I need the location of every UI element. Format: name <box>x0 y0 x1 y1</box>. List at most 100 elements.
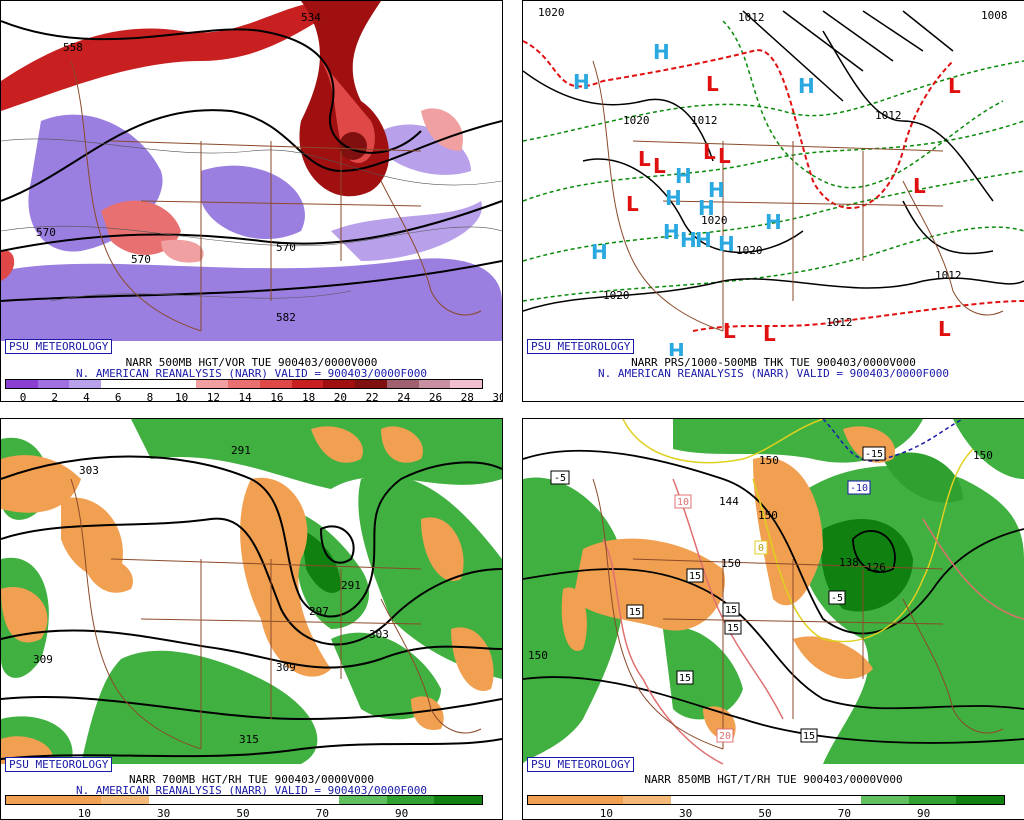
temp-box: 20 <box>716 728 734 743</box>
low-pressure-marker: L <box>638 147 651 171</box>
colorbar-swatch <box>243 796 292 804</box>
temperature-label: 0 <box>758 543 764 554</box>
temperature-label: 15 <box>629 607 641 618</box>
colorbar-swatch <box>861 796 909 804</box>
colorbar-swatch <box>434 796 482 804</box>
colorbar-tick-label: 30 <box>157 807 171 820</box>
high-pressure-marker: H <box>675 164 692 188</box>
colorbar-swatch <box>101 380 133 388</box>
temperature-label: 15 <box>803 731 815 742</box>
low-pressure-marker: L <box>723 319 736 343</box>
temp-box: -5 <box>828 590 846 605</box>
colorbar-swatch <box>6 796 54 804</box>
rh-colorbar <box>5 795 483 805</box>
colorbar-tick-label: 10 <box>599 807 613 820</box>
temperature-label: 15 <box>689 571 701 582</box>
rh-colorbar <box>527 795 1005 805</box>
colorbar-swatch <box>956 796 1004 804</box>
isobar-label: 1020 <box>701 214 728 227</box>
colorbar-tick-label: 70 <box>315 807 329 820</box>
colorbar-swatch <box>69 380 102 388</box>
isobar-label: 1020 <box>538 6 565 19</box>
panel-caption: NARR 850MB HGT/T/RH TUE 900403/0000V000 <box>644 773 903 786</box>
colorbar-tick-label: 22 <box>365 391 379 402</box>
colorbar-tick-label: 90 <box>395 807 409 820</box>
colorbar-swatch <box>132 380 165 388</box>
contour-label: 303 <box>79 464 99 477</box>
pressure-map: 1020 1012 1012 1020 1020 1020 1020 1012 … <box>523 1 1024 356</box>
temp-box: 15 <box>724 620 742 635</box>
temp-box: 15 <box>722 602 740 617</box>
temperature-label: 15 <box>679 673 691 684</box>
isobar-label: 1012 <box>935 269 962 282</box>
colorbar-swatch <box>259 380 292 388</box>
colorbar-swatch <box>196 380 229 388</box>
panel-500mb-vorticity: 558 570 570 570 582 534 PSU METEOROLOGY … <box>0 0 503 402</box>
colorbar-swatch <box>386 380 419 388</box>
colorbar-tick-label: 24 <box>397 391 411 402</box>
panel-700mb-rh: 303 291 291 297 303 309 309 315 PSU METE… <box>0 418 503 820</box>
colorbar-swatch <box>228 380 260 388</box>
colorbar-swatch <box>623 796 671 804</box>
colorbar-tick-label: 6 <box>114 391 122 402</box>
contour-label: 534 <box>301 11 321 24</box>
temperature-label: 15 <box>725 605 737 616</box>
temp-box: -10 <box>847 480 871 495</box>
panel-pressure-thickness: 1020 1012 1012 1020 1020 1020 1020 1012 … <box>522 0 1024 402</box>
temperature-label: 20 <box>719 731 731 742</box>
colorbar-tick-label: 28 <box>460 391 474 402</box>
psu-meteorology-badge: PSU METEOROLOGY <box>5 339 113 354</box>
colorbar-tick-label: 14 <box>238 391 252 402</box>
colorbar-swatch <box>339 796 387 804</box>
contour-label: 150 <box>721 557 741 570</box>
panel-caption-valid: N. AMERICAN REANALYSIS (NARR) VALID = 90… <box>76 784 427 797</box>
high-pressure-marker: H <box>653 40 670 64</box>
temperature-label: 10 <box>677 497 689 508</box>
contour-label: 150 <box>758 509 778 522</box>
colorbar-ticks: 10 30 50 70 90 <box>527 807 1003 819</box>
contour-label: 291 <box>341 579 361 592</box>
contour-label: 570 <box>131 253 151 266</box>
contour-label: 570 <box>36 226 56 239</box>
colorbar-swatch <box>765 796 814 804</box>
isobar-label: 1020 <box>736 244 763 257</box>
colorbar-tick-label: 8 <box>146 391 154 402</box>
temperature-label: -5 <box>554 473 566 484</box>
high-pressure-marker: H <box>680 228 697 252</box>
contour-label: 558 <box>63 41 83 54</box>
colorbar-tick-label: 16 <box>270 391 284 402</box>
isobar-label: 1012 <box>875 109 902 122</box>
colorbar-swatch <box>575 796 624 804</box>
low-pressure-marker: L <box>763 322 776 346</box>
colorbar-tick-label: 4 <box>83 391 90 402</box>
high-pressure-marker: H <box>668 339 685 356</box>
colorbar-swatch <box>196 796 244 804</box>
temperature-label: -15 <box>865 449 883 460</box>
panel-caption: NARR 700MB HGT/RH TUE 900403/0000V000 <box>128 773 375 786</box>
high-pressure-marker: H <box>698 196 715 220</box>
panel-caption-valid: N. AMERICAN REANALYSIS (NARR) VALID = 90… <box>76 367 427 380</box>
contour-label: 144 <box>719 495 739 508</box>
low-pressure-marker: L <box>703 140 716 164</box>
contour-label: 315 <box>239 733 259 746</box>
colorbar-tick-label: 70 <box>837 807 851 820</box>
contour-label: 150 <box>528 649 548 662</box>
colorbar-swatch <box>164 380 197 388</box>
temperature-label: 15 <box>727 623 739 634</box>
psu-meteorology-badge: PSU METEOROLOGY <box>5 757 113 772</box>
colorbar-tick-label: 2 <box>51 391 59 402</box>
temp-box: 15 <box>800 728 818 743</box>
colorbar-tick-label: 18 <box>301 391 316 402</box>
colorbar-swatch <box>450 380 483 388</box>
low-pressure-marker: L <box>938 317 951 341</box>
panel-caption-valid: N. AMERICAN REANALYSIS (NARR) VALID = 90… <box>598 367 949 380</box>
temperature-label: -5 <box>831 593 843 604</box>
high-pressure-marker: H <box>573 70 590 94</box>
vorticity-map: 558 570 570 570 582 534 <box>1 1 502 356</box>
panel-caption: NARR 500MB HGT/VOR TUE 900403/0000V000 <box>125 356 378 369</box>
colorbar-swatch <box>291 796 340 804</box>
colorbar-tick-label: 26 <box>428 391 443 402</box>
rh850-map: 150 150 144 150 150 138 126 150 -5 -10 -… <box>523 419 1024 774</box>
high-pressure-marker: H <box>663 220 680 244</box>
isobar-label: 1020 <box>623 114 650 127</box>
